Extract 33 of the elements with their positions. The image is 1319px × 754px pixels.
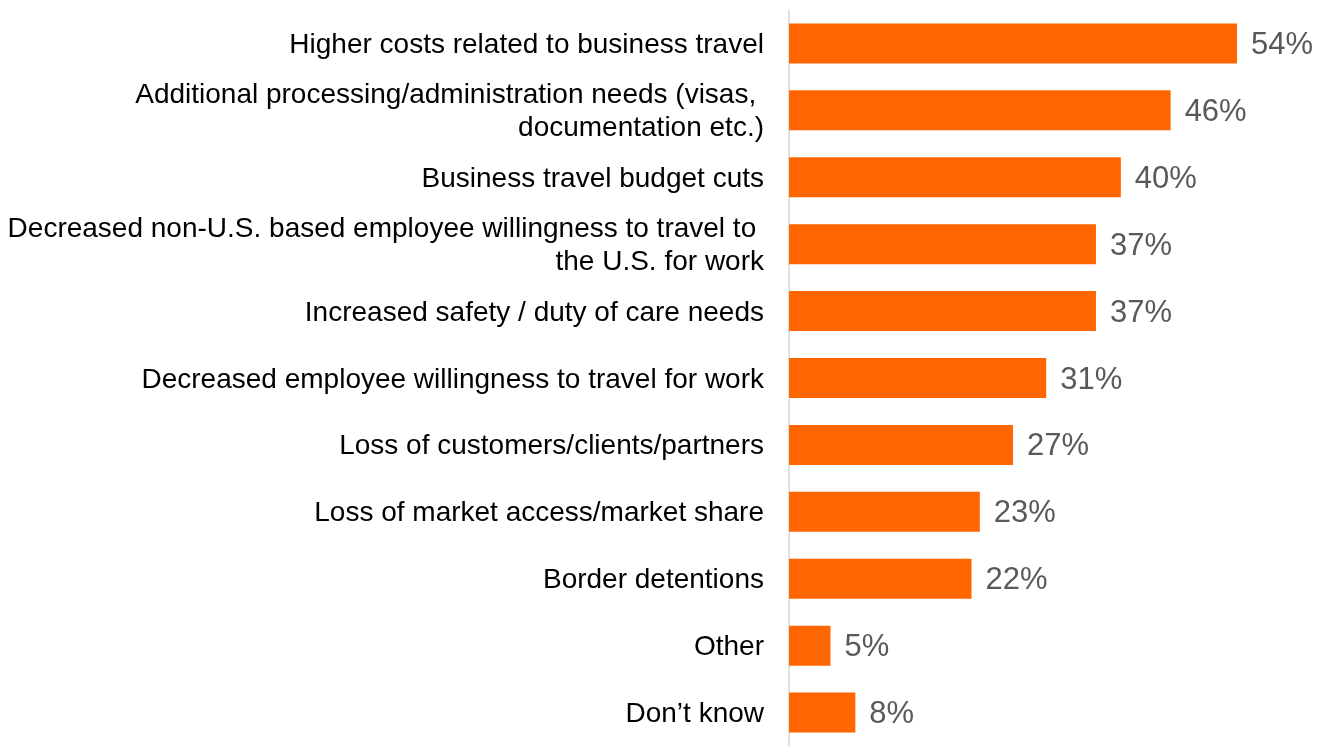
data-label: 27% (1027, 427, 1090, 463)
y-tick-label: Decreased non-U.S. based employee willingness to travel to the U.S. for work (7, 212, 765, 277)
data-label: 31% (1060, 360, 1123, 396)
data-label: 22% (985, 561, 1048, 597)
y-tick-label: Loss of market access/market share (314, 496, 764, 528)
bar (789, 157, 1121, 198)
y-tick-label: Don’t know (625, 697, 765, 729)
data-label: 37% (1109, 226, 1173, 262)
y-tick-label: Increased safety / duty of care needs (304, 295, 764, 327)
bar (789, 491, 980, 532)
bar (789, 224, 1096, 265)
bar (789, 424, 1013, 465)
bar (789, 558, 972, 599)
y-tick-label: Border detentions (542, 563, 764, 595)
bar (789, 625, 831, 666)
y-tick-label: Higher costs related to business travel (289, 27, 764, 59)
bar (789, 90, 1171, 131)
y-tick-label: Additional processing/administration needs (visas, documentation etc.) (135, 78, 764, 143)
data-label: 5% (844, 628, 890, 664)
y-tick-label: Business travel budget cuts (421, 161, 764, 193)
y-tick-label: Other (693, 630, 764, 662)
data-label: 37% (1109, 293, 1173, 329)
bar (789, 291, 1096, 332)
data-label: 8% (869, 695, 915, 731)
data-label: 54% (1251, 25, 1314, 61)
data-label: 40% (1134, 159, 1197, 195)
bar (789, 358, 1047, 398)
bar (789, 23, 1237, 64)
y-tick-label: Loss of customers/clients/partners (339, 429, 764, 461)
data-label: 46% (1184, 92, 1247, 128)
data-label: 23% (993, 494, 1056, 530)
bar (789, 692, 856, 733)
y-tick-label: Decreased employee willingness to travel for work (141, 362, 765, 394)
